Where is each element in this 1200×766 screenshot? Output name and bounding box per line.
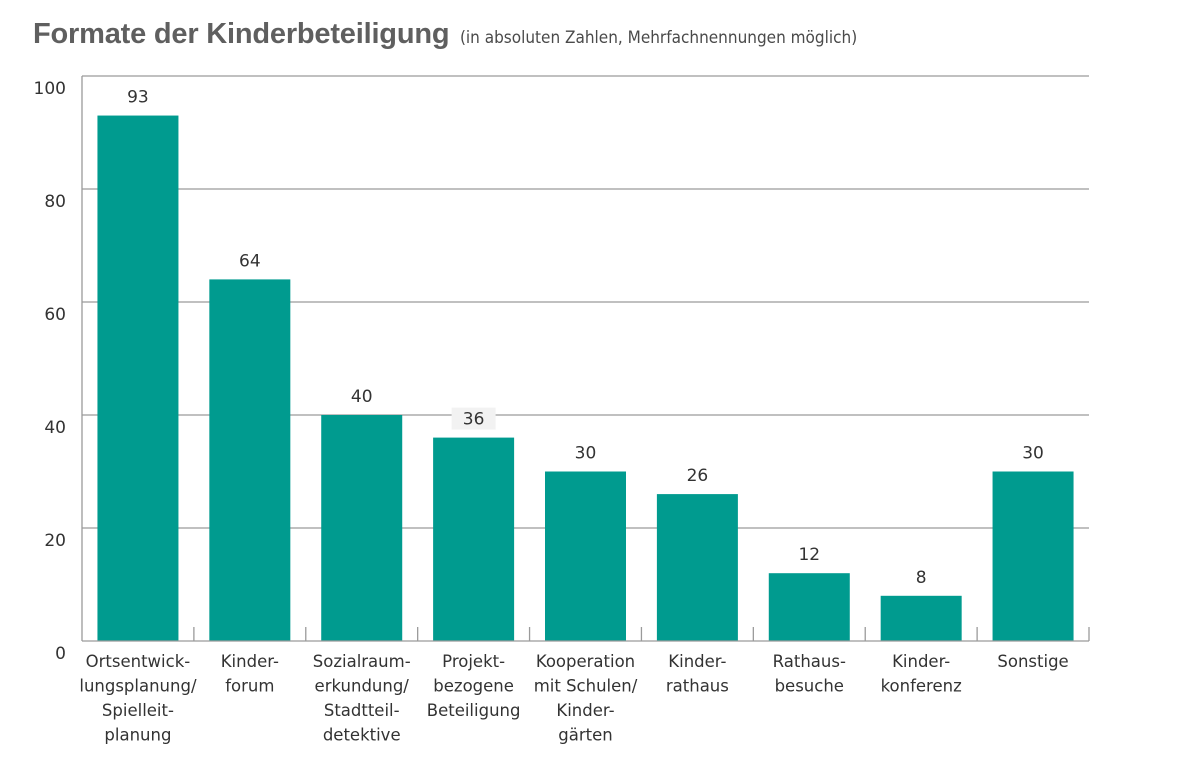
category-label-line: Kinder- [556,701,614,720]
bar [97,115,179,642]
category-label: Kinder-konferenz [881,652,962,696]
category-label: Kooperation mit Schulen/Kinder-gärten [534,652,638,745]
bar [209,279,291,641]
value-label-background [563,441,608,464]
category-label-line: Rathaus- [773,652,846,671]
category-label-line: gärten [558,726,612,745]
category-label: Rathaus-besuche [773,652,846,696]
bar [768,573,850,641]
category-label-line: Kinder- [892,652,950,671]
category-label: Ortsentwick-lungsplanung/Spielleit-planu… [79,652,197,745]
value-label-background [227,249,272,272]
category-label-line: Spielleit- [102,701,174,720]
value-labels: 93 64 40 36 30 26 12 8 30 [115,85,1056,588]
y-tick-label: 80 [44,192,66,212]
category-label-line: lungsplanung/ [79,677,197,696]
value-label: 26 [687,466,709,486]
category-label-line: Sonstige [997,652,1068,671]
category-label-line: rathaus [666,677,729,696]
bar [992,471,1074,641]
category-label: Kinder-rathaus [666,652,729,696]
category-label-line: planung [104,726,171,745]
bar [880,595,962,641]
value-label-background [115,85,160,108]
y-tick-label: 60 [44,305,66,325]
category-labels: Ortsentwick-lungsplanung/Spielleit-planu… [79,652,1068,745]
y-tick-label: 40 [44,418,66,438]
y-tick-label: 100 [34,79,66,99]
value-label: 64 [239,251,261,271]
bar [545,471,626,641]
category-label-line: detektive [323,726,401,745]
value-label: 30 [1022,444,1044,464]
value-label-background [451,407,496,430]
value-label-background [1011,441,1056,464]
category-label-line: Ortsentwick- [86,652,191,671]
value-label-background [675,464,720,487]
category-label-line: Kinder- [221,652,279,671]
value-label: 36 [463,410,485,430]
category-label: Sonstige [997,652,1068,671]
category-label-line: Beteiligung [427,701,521,720]
category-label-line: besuche [775,677,844,696]
category-label-line: erkundung/ [315,677,410,696]
value-label: 8 [916,568,927,588]
value-label-background [339,385,384,407]
value-label: 30 [575,444,597,464]
value-label: 40 [351,387,373,407]
bar [433,437,515,641]
bars [97,115,1074,642]
category-label-line: mit Schulen/ [534,677,638,696]
axes [81,76,1090,642]
category-label-line: Sozialraum- [313,652,411,671]
value-label-background [787,543,832,566]
category-label-line: bezogene [433,677,514,696]
bar [321,415,403,641]
category-label-line: forum [225,677,274,696]
y-tick-label: 0 [55,644,66,664]
y-tick-label: 20 [44,531,66,551]
category-label: Projekt-bezogene Beteiligung [427,652,521,720]
bar [656,494,738,641]
chart-subtitle: (in absoluten Zahlen, Mehrfachnennungen … [459,28,858,48]
value-label: 93 [127,88,149,108]
value-label: 12 [798,545,820,565]
chart-title: Formate der Kinderbeteiligung [33,18,450,50]
y-axis-ticks: 0 20 40 60 80 100 [34,79,66,664]
category-label: Sozialraum-erkundung/Stadtteil-detektive [313,652,411,745]
category-label-line: konferenz [881,677,962,696]
chart-title-row: Formate der Kinderbeteiligung (in absolu… [33,18,857,51]
category-label: Kinder-forum [221,652,279,696]
category-label-line: Kinder- [668,652,726,671]
category-label-line: Stadtteil- [324,701,400,720]
category-label-line: Projekt- [442,652,505,671]
value-label-background [899,565,944,588]
category-label-line: Kooperation [536,652,635,671]
